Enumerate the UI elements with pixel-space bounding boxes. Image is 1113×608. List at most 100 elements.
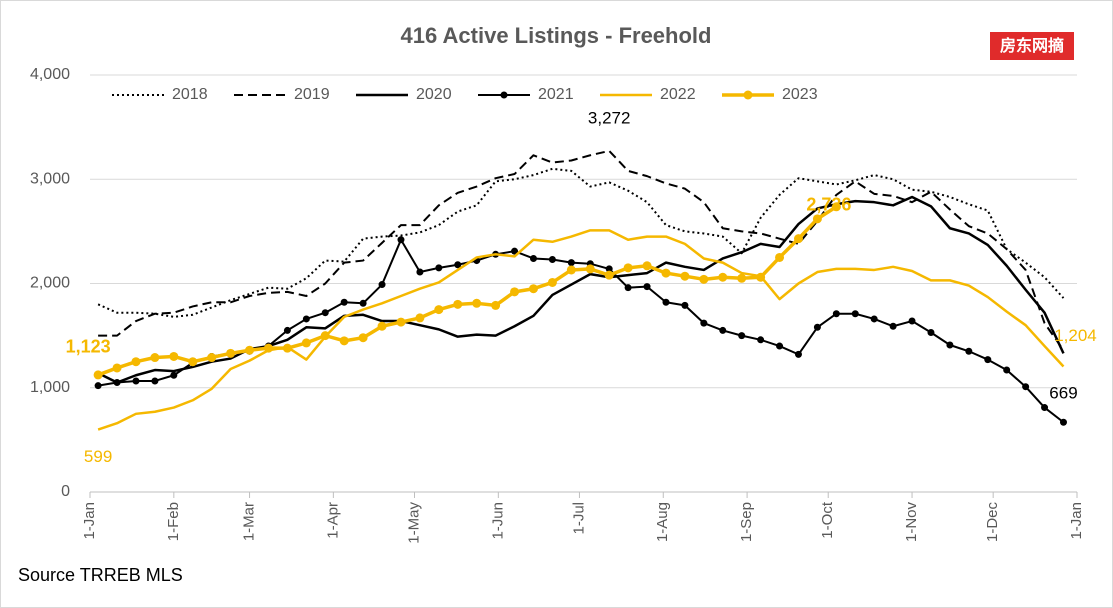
point xyxy=(320,331,330,341)
point xyxy=(454,261,462,269)
legend-label: 2018 xyxy=(172,86,208,103)
source-note: Source TRREB MLS xyxy=(18,565,183,585)
point xyxy=(851,310,859,318)
point xyxy=(661,268,671,278)
x-tick-label: 1-Oct xyxy=(819,501,836,539)
point xyxy=(681,301,689,309)
point xyxy=(700,319,708,327)
series-line xyxy=(97,205,838,377)
legend-label: 2022 xyxy=(660,86,696,103)
point xyxy=(699,274,709,284)
x-tick-label: 1-Jul xyxy=(570,502,587,535)
point xyxy=(813,323,821,331)
point xyxy=(301,338,311,348)
x-tick-label: 1-Apr xyxy=(324,502,341,539)
point xyxy=(340,298,348,306)
point xyxy=(889,322,897,330)
y-tick-label: 0 xyxy=(61,483,70,500)
point xyxy=(775,252,785,262)
point xyxy=(1022,383,1030,391)
point xyxy=(719,326,727,334)
point xyxy=(93,370,103,380)
point xyxy=(738,332,746,340)
point xyxy=(757,336,765,344)
point xyxy=(226,348,236,358)
point xyxy=(511,247,519,255)
point xyxy=(112,363,122,373)
point xyxy=(94,382,102,390)
point xyxy=(359,299,367,307)
y-tick-label: 3,000 xyxy=(30,170,70,187)
point xyxy=(965,347,973,355)
x-tick-label: 1-Jan xyxy=(1068,502,1085,540)
point xyxy=(377,321,387,331)
point xyxy=(812,214,822,224)
y-tick-label: 2,000 xyxy=(30,275,70,292)
data-label: 3,272 xyxy=(588,108,631,127)
point xyxy=(624,284,632,292)
point xyxy=(776,342,784,350)
point xyxy=(491,300,501,310)
legend-label: 2019 xyxy=(294,86,330,103)
point xyxy=(1059,418,1067,426)
badge: 房东网摘 xyxy=(1000,36,1064,55)
point xyxy=(528,284,538,294)
point xyxy=(793,234,803,244)
point xyxy=(737,273,747,283)
point xyxy=(170,371,178,379)
point xyxy=(188,357,198,367)
x-tick-label: 1-Feb xyxy=(165,502,182,541)
x-tick-label: 1-Mar xyxy=(241,502,258,541)
point xyxy=(529,254,537,262)
point xyxy=(832,310,840,318)
point xyxy=(946,341,954,349)
legend-marker xyxy=(500,91,508,99)
point xyxy=(358,333,368,343)
point xyxy=(870,315,878,323)
point xyxy=(397,236,405,244)
y-tick-label: 1,000 xyxy=(30,379,70,396)
data-label: 1,204 xyxy=(1054,326,1097,345)
legend-marker xyxy=(743,90,753,100)
legend-label: 2020 xyxy=(416,86,452,103)
x-tick-label: 1-May xyxy=(405,502,422,544)
x-tick-label: 1-Dec xyxy=(984,502,1001,543)
badge-bg xyxy=(990,32,1074,60)
point xyxy=(680,271,690,281)
point xyxy=(548,256,556,264)
point xyxy=(151,377,159,385)
x-tick-label: 1-Jun xyxy=(489,502,506,540)
point xyxy=(302,315,310,323)
point xyxy=(150,353,160,363)
point xyxy=(378,281,386,289)
point xyxy=(339,336,349,346)
point xyxy=(169,351,179,361)
point xyxy=(547,277,557,287)
point xyxy=(416,268,424,276)
point xyxy=(132,377,140,385)
point xyxy=(472,298,482,308)
point xyxy=(1041,404,1049,412)
point xyxy=(263,343,273,353)
point xyxy=(605,265,613,273)
point xyxy=(435,264,443,272)
point xyxy=(510,287,520,297)
point xyxy=(604,270,614,280)
point xyxy=(207,353,217,363)
point xyxy=(718,272,728,282)
point xyxy=(984,356,992,364)
point xyxy=(1003,366,1011,374)
x-tick-label: 1-Jan xyxy=(81,502,98,540)
point xyxy=(585,264,595,274)
point xyxy=(131,357,141,367)
legend-label: 2023 xyxy=(782,86,818,103)
data-label: 669 xyxy=(1049,384,1077,403)
x-tick-label: 1-Sep xyxy=(738,502,755,542)
point xyxy=(567,259,575,267)
point xyxy=(113,379,121,387)
chart-title: 416 Active Listings - Freehold xyxy=(401,23,712,48)
point xyxy=(643,283,651,291)
x-tick-label: 1-Aug xyxy=(654,502,671,542)
x-tick-label: 1-Nov xyxy=(903,502,920,543)
